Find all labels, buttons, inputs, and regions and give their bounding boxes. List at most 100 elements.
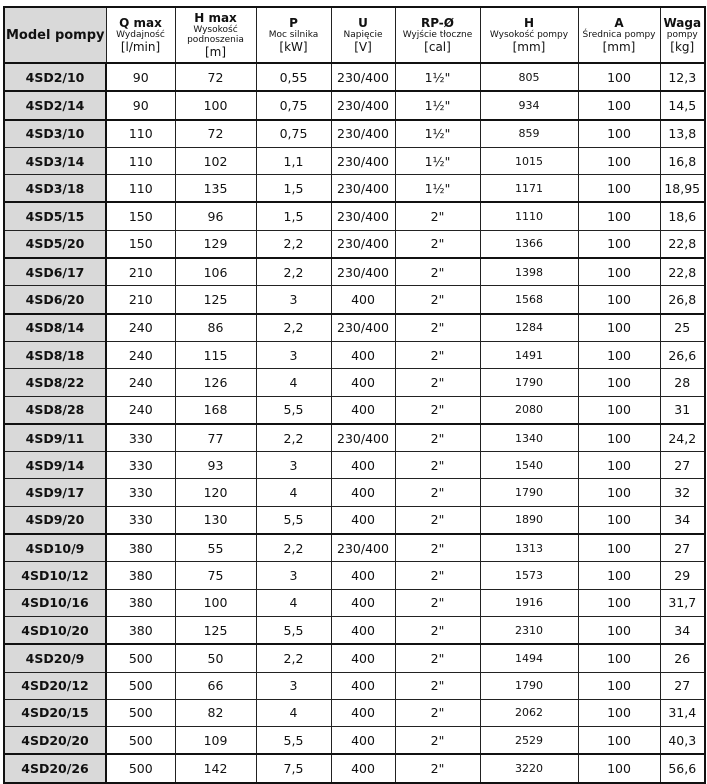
- value-cell: 24,2: [659, 422, 706, 453]
- value-cell: 934: [479, 90, 579, 121]
- table-row: 4SD8/14 240 86 2,2 230/400 2" 1284 100 25: [3, 312, 706, 342]
- value-cell: 330: [105, 451, 176, 480]
- value-cell: 400: [330, 368, 396, 397]
- value-cell: 72: [174, 118, 257, 148]
- value-cell: 230/400: [330, 90, 396, 121]
- model-cell: 4SD3/18: [3, 174, 107, 203]
- table-row: 4SD20/15 500 82 4 400 2" 2062 100 31,4: [3, 698, 706, 728]
- value-cell: 2": [394, 395, 481, 425]
- value-cell: 27: [659, 533, 706, 563]
- value-cell: 100: [174, 588, 257, 617]
- value-cell: 1,5: [255, 201, 332, 231]
- value-cell: 400: [330, 643, 396, 673]
- table-row: 4SD20/26 500 142 7,5 400 2" 3220 100 56,6: [3, 753, 706, 784]
- value-cell: 230/400: [330, 174, 396, 203]
- model-cell: 4SD9/11: [3, 422, 107, 453]
- value-cell: 400: [330, 615, 396, 645]
- table-row: 4SD5/15 150 96 1,5 230/400 2" 1110 100 18,6: [3, 201, 706, 231]
- value-cell: 330: [105, 478, 176, 507]
- header-unit: [kg]: [670, 39, 695, 54]
- table-row: 4SD8/22 240 126 4 400 2" 1790 100 28: [3, 368, 706, 397]
- value-cell: 4: [255, 368, 332, 397]
- value-cell: 1½": [394, 61, 481, 92]
- table-row: 4SD9/14 330 93 3 400 2" 1540 100 27: [3, 451, 706, 480]
- value-cell: 100: [577, 174, 661, 203]
- value-cell: 400: [330, 726, 396, 755]
- header-sub: Napięcie: [343, 29, 383, 40]
- value-cell: 1573: [479, 561, 579, 590]
- header-sub: Średnica pompy: [582, 29, 656, 40]
- value-cell: 86: [174, 312, 257, 342]
- value-cell: 56,6: [659, 753, 706, 784]
- value-cell: 100: [577, 698, 661, 728]
- table-row: 4SD8/18 240 115 3 400 2" 1491 100 26,6: [3, 340, 706, 370]
- model-cell: 4SD5/20: [3, 229, 107, 259]
- value-cell: 4: [255, 698, 332, 728]
- value-cell: 2,2: [255, 643, 332, 673]
- model-cell: 4SD20/15: [3, 698, 107, 728]
- table-row: 4SD3/14 110 102 1,1 230/400 1½" 1015 100 16,8: [3, 146, 706, 176]
- pump-spec-table: Model pompy Q max Wydajność [l/min] H max Wys…: [3, 6, 706, 784]
- value-cell: 380: [105, 533, 176, 563]
- value-cell: 3: [255, 340, 332, 370]
- column-header: Q max Wydajność [l/min]: [105, 6, 176, 64]
- value-cell: 2": [394, 615, 481, 645]
- table-row: 4SD5/20 150 129 2,2 230/400 2" 1366 100 22,8: [3, 229, 706, 259]
- value-cell: 1491: [479, 340, 579, 370]
- value-cell: 3: [255, 561, 332, 590]
- value-cell: 90: [105, 90, 176, 121]
- header-sub: Wyjście tłoczne: [402, 29, 473, 40]
- value-cell: 129: [174, 229, 257, 259]
- value-cell: 240: [105, 395, 176, 425]
- header-title: Q max: [119, 15, 162, 30]
- value-cell: 2,2: [255, 229, 332, 259]
- value-cell: 13,8: [659, 118, 706, 148]
- value-cell: 1,5: [255, 174, 332, 203]
- value-cell: 100: [577, 395, 661, 425]
- value-cell: 230/400: [330, 146, 396, 176]
- value-cell: 100: [577, 340, 661, 370]
- value-cell: 1494: [479, 643, 579, 673]
- value-cell: 2,2: [255, 533, 332, 563]
- header-sub: Wysokość podnoszenia: [187, 24, 244, 45]
- model-cell: 4SD3/10: [3, 118, 107, 148]
- value-cell: 2": [394, 422, 481, 453]
- value-cell: 2": [394, 312, 481, 342]
- value-cell: 100: [577, 285, 661, 315]
- table-row: 4SD3/10 110 72 0,75 230/400 1½" 859 100 13,8: [3, 118, 706, 148]
- value-cell: 120: [174, 478, 257, 507]
- value-cell: 77: [174, 422, 257, 453]
- value-cell: 100: [577, 229, 661, 259]
- value-cell: 2": [394, 257, 481, 287]
- value-cell: 110: [105, 174, 176, 203]
- header-title: H: [523, 15, 535, 30]
- value-cell: 5,5: [255, 395, 332, 425]
- value-cell: 240: [105, 340, 176, 370]
- value-cell: 150: [105, 229, 176, 259]
- value-cell: 400: [330, 505, 396, 535]
- value-cell: 3: [255, 451, 332, 480]
- value-cell: 100: [577, 478, 661, 507]
- value-cell: 500: [105, 726, 176, 755]
- header-unit: [kW]: [279, 39, 308, 54]
- column-header: A Średnica pompy [mm]: [577, 6, 661, 64]
- table-row: 4SD20/20 500 109 5,5 400 2" 2529 100 40,3: [3, 726, 706, 755]
- value-cell: 72: [174, 61, 257, 92]
- table-row: 4SD20/9 500 50 2,2 400 2" 1494 100 26: [3, 643, 706, 673]
- table-row: 4SD10/16 380 100 4 400 2" 1916 100 31,7: [3, 588, 706, 617]
- value-cell: 25: [659, 312, 706, 342]
- value-cell: 380: [105, 588, 176, 617]
- value-cell: 230/400: [330, 201, 396, 231]
- value-cell: 31,4: [659, 698, 706, 728]
- value-cell: 859: [479, 118, 579, 148]
- value-cell: 31: [659, 395, 706, 425]
- header-title: RP-Ø: [420, 15, 454, 30]
- value-cell: 18,95: [659, 174, 706, 203]
- value-cell: 100: [577, 368, 661, 397]
- value-cell: 110: [105, 146, 176, 176]
- table-row: 4SD20/12 500 66 3 400 2" 1790 100 27: [3, 671, 706, 700]
- table-row: 4SD10/20 380 125 5,5 400 2" 2310 100 34: [3, 615, 706, 645]
- value-cell: 168: [174, 395, 257, 425]
- value-cell: 400: [330, 671, 396, 700]
- value-cell: 100: [577, 451, 661, 480]
